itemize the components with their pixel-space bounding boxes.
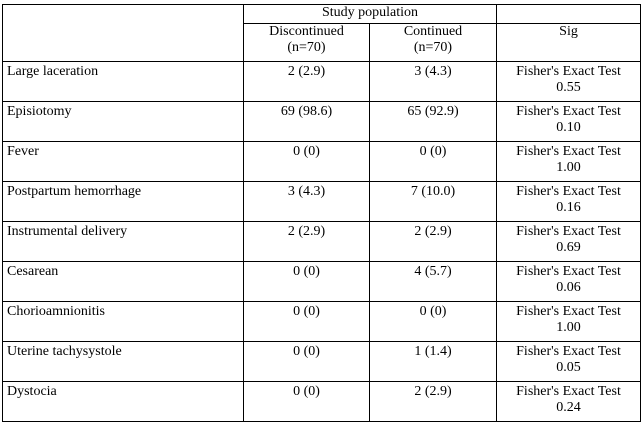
table-row: Large laceration 2 (2.9) 3 (4.3) Fisher's E… <box>2 61 641 102</box>
discontinued-header-n: (n=70) <box>287 40 326 55</box>
sig-p-value: 1.00 <box>556 320 581 335</box>
table-row: Dystocia 0 (0) 2 (2.9) Fisher's Exact Test 0… <box>2 381 641 422</box>
sig-value: Fisher's Exact Test 0.16 <box>496 181 641 222</box>
discontinued-value: 0 (0) <box>243 301 370 342</box>
sig-test-name: Fisher's Exact Test <box>516 344 621 359</box>
sig-test-name: Fisher's Exact Test <box>516 104 621 119</box>
header-row-columns: Discontinued (n=70) Continued (n=70) Sig <box>3 23 641 62</box>
continued-value: 1 (1.4) <box>369 341 497 382</box>
results-table: Study population Discontinued (n=70) Con… <box>2 4 641 422</box>
sig-test-name: Fisher's Exact Test <box>516 144 621 159</box>
continued-header-label: Continued <box>403 24 463 40</box>
discontinued-value: 69 (98.6) <box>243 101 370 142</box>
sig-p-value: 0.10 <box>556 120 581 135</box>
sig-p-value: 0.05 <box>556 360 581 375</box>
sig-p-value: 0.16 <box>556 200 581 215</box>
table-row: Episiotomy 69 (98.6) 65 (92.9) Fisher's Exa… <box>2 101 641 142</box>
sig-test-name: Fisher's Exact Test <box>516 384 621 399</box>
sig-value: Fisher's Exact Test 1.00 <box>496 141 641 182</box>
discontinued-value: 0 (0) <box>243 341 370 382</box>
sig-test-name: Fisher's Exact Test <box>516 304 621 319</box>
table-row: Uterine tachysystole 0 (0) 1 (1.4) Fisher's… <box>2 341 641 382</box>
continued-value: 2 (2.9) <box>369 381 497 422</box>
table-row: Chorioamnionitis 0 (0) 0 (0) Fisher's Exact… <box>2 301 641 342</box>
sig-value: Fisher's Exact Test 1.00 <box>496 301 641 342</box>
table-row: Postpartum hemorrhage 3 (4.3) 7 (10.0) Fish… <box>2 181 641 222</box>
discontinued-header-label: Discontinued <box>269 24 344 40</box>
sig-value: Fisher's Exact Test 0.55 <box>496 61 641 102</box>
discontinued-header: Discontinued (n=70) <box>243 23 370 62</box>
table-row: Fever 0 (0) 0 (0) Fisher's Exact Test 1.00 <box>2 141 641 182</box>
sig-p-value: 0.69 <box>556 240 581 255</box>
discontinued-value: 3 (4.3) <box>243 181 370 222</box>
continued-value: 7 (10.0) <box>369 181 497 222</box>
sig-value: Fisher's Exact Test 0.05 <box>496 341 641 382</box>
sig-p-value: 0.06 <box>556 280 581 295</box>
row-label: Uterine tachysystole <box>2 341 244 382</box>
row-label: Postpartum hemorrhage <box>2 181 244 222</box>
discontinued-value: 0 (0) <box>243 381 370 422</box>
table-row: Instrumental delivery 2 (2.9) 2 (2.9) Fishe… <box>2 221 641 262</box>
sig-p-value: 1.00 <box>556 160 581 175</box>
continued-header-n: (n=70) <box>413 40 453 55</box>
header-blank-cell-right <box>496 4 641 24</box>
sig-p-value: 0.24 <box>556 400 581 415</box>
study-population-header: Study population <box>243 4 497 24</box>
table-body: Study population Discontinued (n=70) Con… <box>2 4 641 422</box>
sig-test-name: Fisher's Exact Test <box>516 264 621 279</box>
row-label: Cesarean <box>2 261 244 302</box>
row-label: Chorioamnionitis <box>2 301 244 342</box>
sig-test-name: Fisher's Exact Test <box>516 184 621 199</box>
row-label: Dystocia <box>2 381 244 422</box>
header-blank-cell <box>2 4 244 62</box>
row-label: Fever <box>2 141 244 182</box>
continued-value: 2 (2.9) <box>369 221 497 262</box>
sig-value: Fisher's Exact Test 0.10 <box>496 101 641 142</box>
sig-test-name: Fisher's Exact Test <box>516 224 621 239</box>
sig-value: Fisher's Exact Test 0.24 <box>496 381 641 422</box>
sig-test-name: Fisher's Exact Test <box>516 64 621 79</box>
table-row: Cesarean 0 (0) 4 (5.7) Fisher's Exact Test 0… <box>2 261 641 302</box>
row-label: Episiotomy <box>2 101 244 142</box>
continued-value: 3 (4.3) <box>369 61 497 102</box>
continued-header: Continued (n=70) <box>369 23 497 62</box>
continued-value: 4 (5.7) <box>369 261 497 302</box>
sig-header: Sig <box>496 23 641 62</box>
discontinued-value: 0 (0) <box>243 261 370 302</box>
discontinued-value: 2 (2.9) <box>243 221 370 262</box>
header-row-group: Study population <box>2 4 641 62</box>
discontinued-value: 2 (2.9) <box>243 61 370 102</box>
continued-value: 0 (0) <box>369 301 497 342</box>
row-label: Large laceration <box>2 61 244 102</box>
discontinued-value: 0 (0) <box>243 141 370 182</box>
sig-p-value: 0.55 <box>556 80 581 95</box>
sig-value: Fisher's Exact Test 0.69 <box>496 221 641 262</box>
continued-value: 0 (0) <box>369 141 497 182</box>
sig-value: Fisher's Exact Test 0.06 <box>496 261 641 302</box>
row-label: Instrumental delivery <box>2 221 244 262</box>
continued-value: 65 (92.9) <box>369 101 497 142</box>
